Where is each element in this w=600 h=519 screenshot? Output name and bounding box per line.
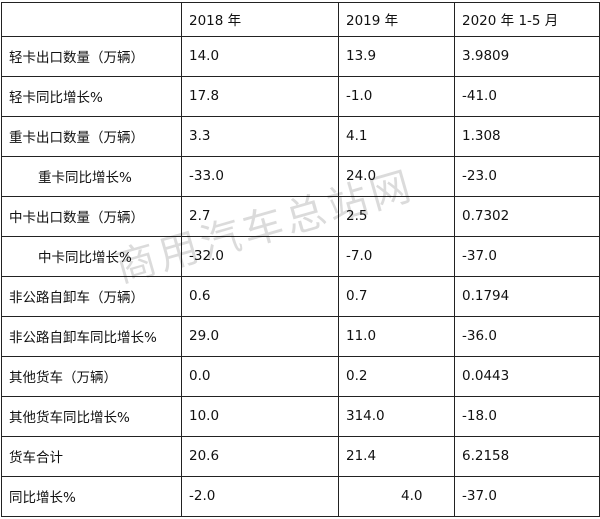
cell-2019: 21.4 (338, 435, 455, 477)
cell-2020: -37.0 (454, 475, 600, 518)
header-cell-2018: 2018 年 (181, 2, 339, 37)
cell-2019: 11.0 (338, 315, 455, 357)
cell-2018: 10.0 (181, 395, 339, 437)
cell-2018: -33.0 (181, 155, 339, 197)
cell-2020: -18.0 (454, 395, 600, 437)
cell-2019: 2.5 (338, 195, 455, 237)
table-row: 重卡同比增长% -33.0 24.0 -23.0 (1, 155, 600, 197)
row-label: 其他货车（万辆） (1, 355, 182, 397)
cell-2019: 0.2 (338, 355, 455, 397)
cell-2020: 0.0443 (454, 355, 600, 397)
cell-2018: 3.3 (181, 115, 339, 157)
cell-2020: -41.0 (454, 75, 600, 117)
cell-2018: -32.0 (181, 235, 339, 277)
cell-2019: 314.0 (338, 395, 455, 437)
cell-2018: 14.0 (181, 35, 339, 77)
row-label: 轻卡出口数量（万辆） (1, 35, 182, 77)
cell-2019: 4.0 (338, 475, 455, 518)
header-row: 2018 年 2019 年 2020 年 1-5 月 (1, 2, 600, 37)
cell-2019: -7.0 (338, 235, 455, 277)
cell-2019: 24.0 (338, 155, 455, 197)
cell-2018: 0.0 (181, 355, 339, 397)
table-row: 中卡同比增长% -32.0 -7.0 -37.0 (1, 235, 600, 277)
cell-2019: 13.9 (338, 35, 455, 77)
cell-2018: 0.6 (181, 275, 339, 317)
row-label: 中卡出口数量（万辆） (1, 195, 182, 237)
cell-2020: -37.0 (454, 235, 600, 277)
row-label: 非公路自卸车（万辆） (1, 275, 182, 317)
cell-2020: 1.308 (454, 115, 600, 157)
header-cell-2020: 2020 年 1-5 月 (454, 2, 600, 37)
row-label: 重卡出口数量（万辆） (1, 115, 182, 157)
table-row: 轻卡同比增长% 17.8 -1.0 -41.0 (1, 75, 600, 117)
table-row: 中卡出口数量（万辆） 2.7 2.5 0.7302 (1, 195, 600, 237)
cell-2020: -23.0 (454, 155, 600, 197)
cell-2019: 0.7 (338, 275, 455, 317)
cell-2018: 29.0 (181, 315, 339, 357)
cell-2018: 2.7 (181, 195, 339, 237)
table-row: 其他货车（万辆） 0.0 0.2 0.0443 (1, 355, 600, 397)
row-label: 中卡同比增长% (1, 235, 182, 277)
cell-2019: -1.0 (338, 75, 455, 117)
cell-2018: 20.6 (181, 435, 339, 477)
table-row: 非公路自卸车同比增长% 29.0 11.0 -36.0 (1, 315, 600, 357)
row-label: 同比增长% (1, 475, 182, 518)
header-cell-label (1, 2, 182, 37)
cell-2018: -2.0 (181, 475, 339, 518)
table-row: 货车合计 20.6 21.4 6.2158 (1, 435, 600, 477)
row-label: 其他货车同比增长% (1, 395, 182, 437)
table-row: 其他货车同比增长% 10.0 314.0 -18.0 (1, 395, 600, 437)
cell-2020: 6.2158 (454, 435, 600, 477)
cell-2018: 17.8 (181, 75, 339, 117)
table-row: 非公路自卸车（万辆） 0.6 0.7 0.1794 (1, 275, 600, 317)
header-cell-2019: 2019 年 (338, 2, 455, 37)
table-row: 重卡出口数量（万辆） 3.3 4.1 1.308 (1, 115, 600, 157)
cell-2020: 3.9809 (454, 35, 600, 77)
row-label: 轻卡同比增长% (1, 75, 182, 117)
cell-2020: -36.0 (454, 315, 600, 357)
row-label: 货车合计 (1, 435, 182, 477)
cell-2020: 0.1794 (454, 275, 600, 317)
table-row: 轻卡出口数量（万辆） 14.0 13.9 3.9809 (1, 35, 600, 77)
row-label: 非公路自卸车同比增长% (1, 315, 182, 357)
row-label: 重卡同比增长% (1, 155, 182, 197)
cell-2020: 0.7302 (454, 195, 600, 237)
cell-2019: 4.1 (338, 115, 455, 157)
table-row: 同比增长% -2.0 4.0 -37.0 (1, 475, 600, 518)
